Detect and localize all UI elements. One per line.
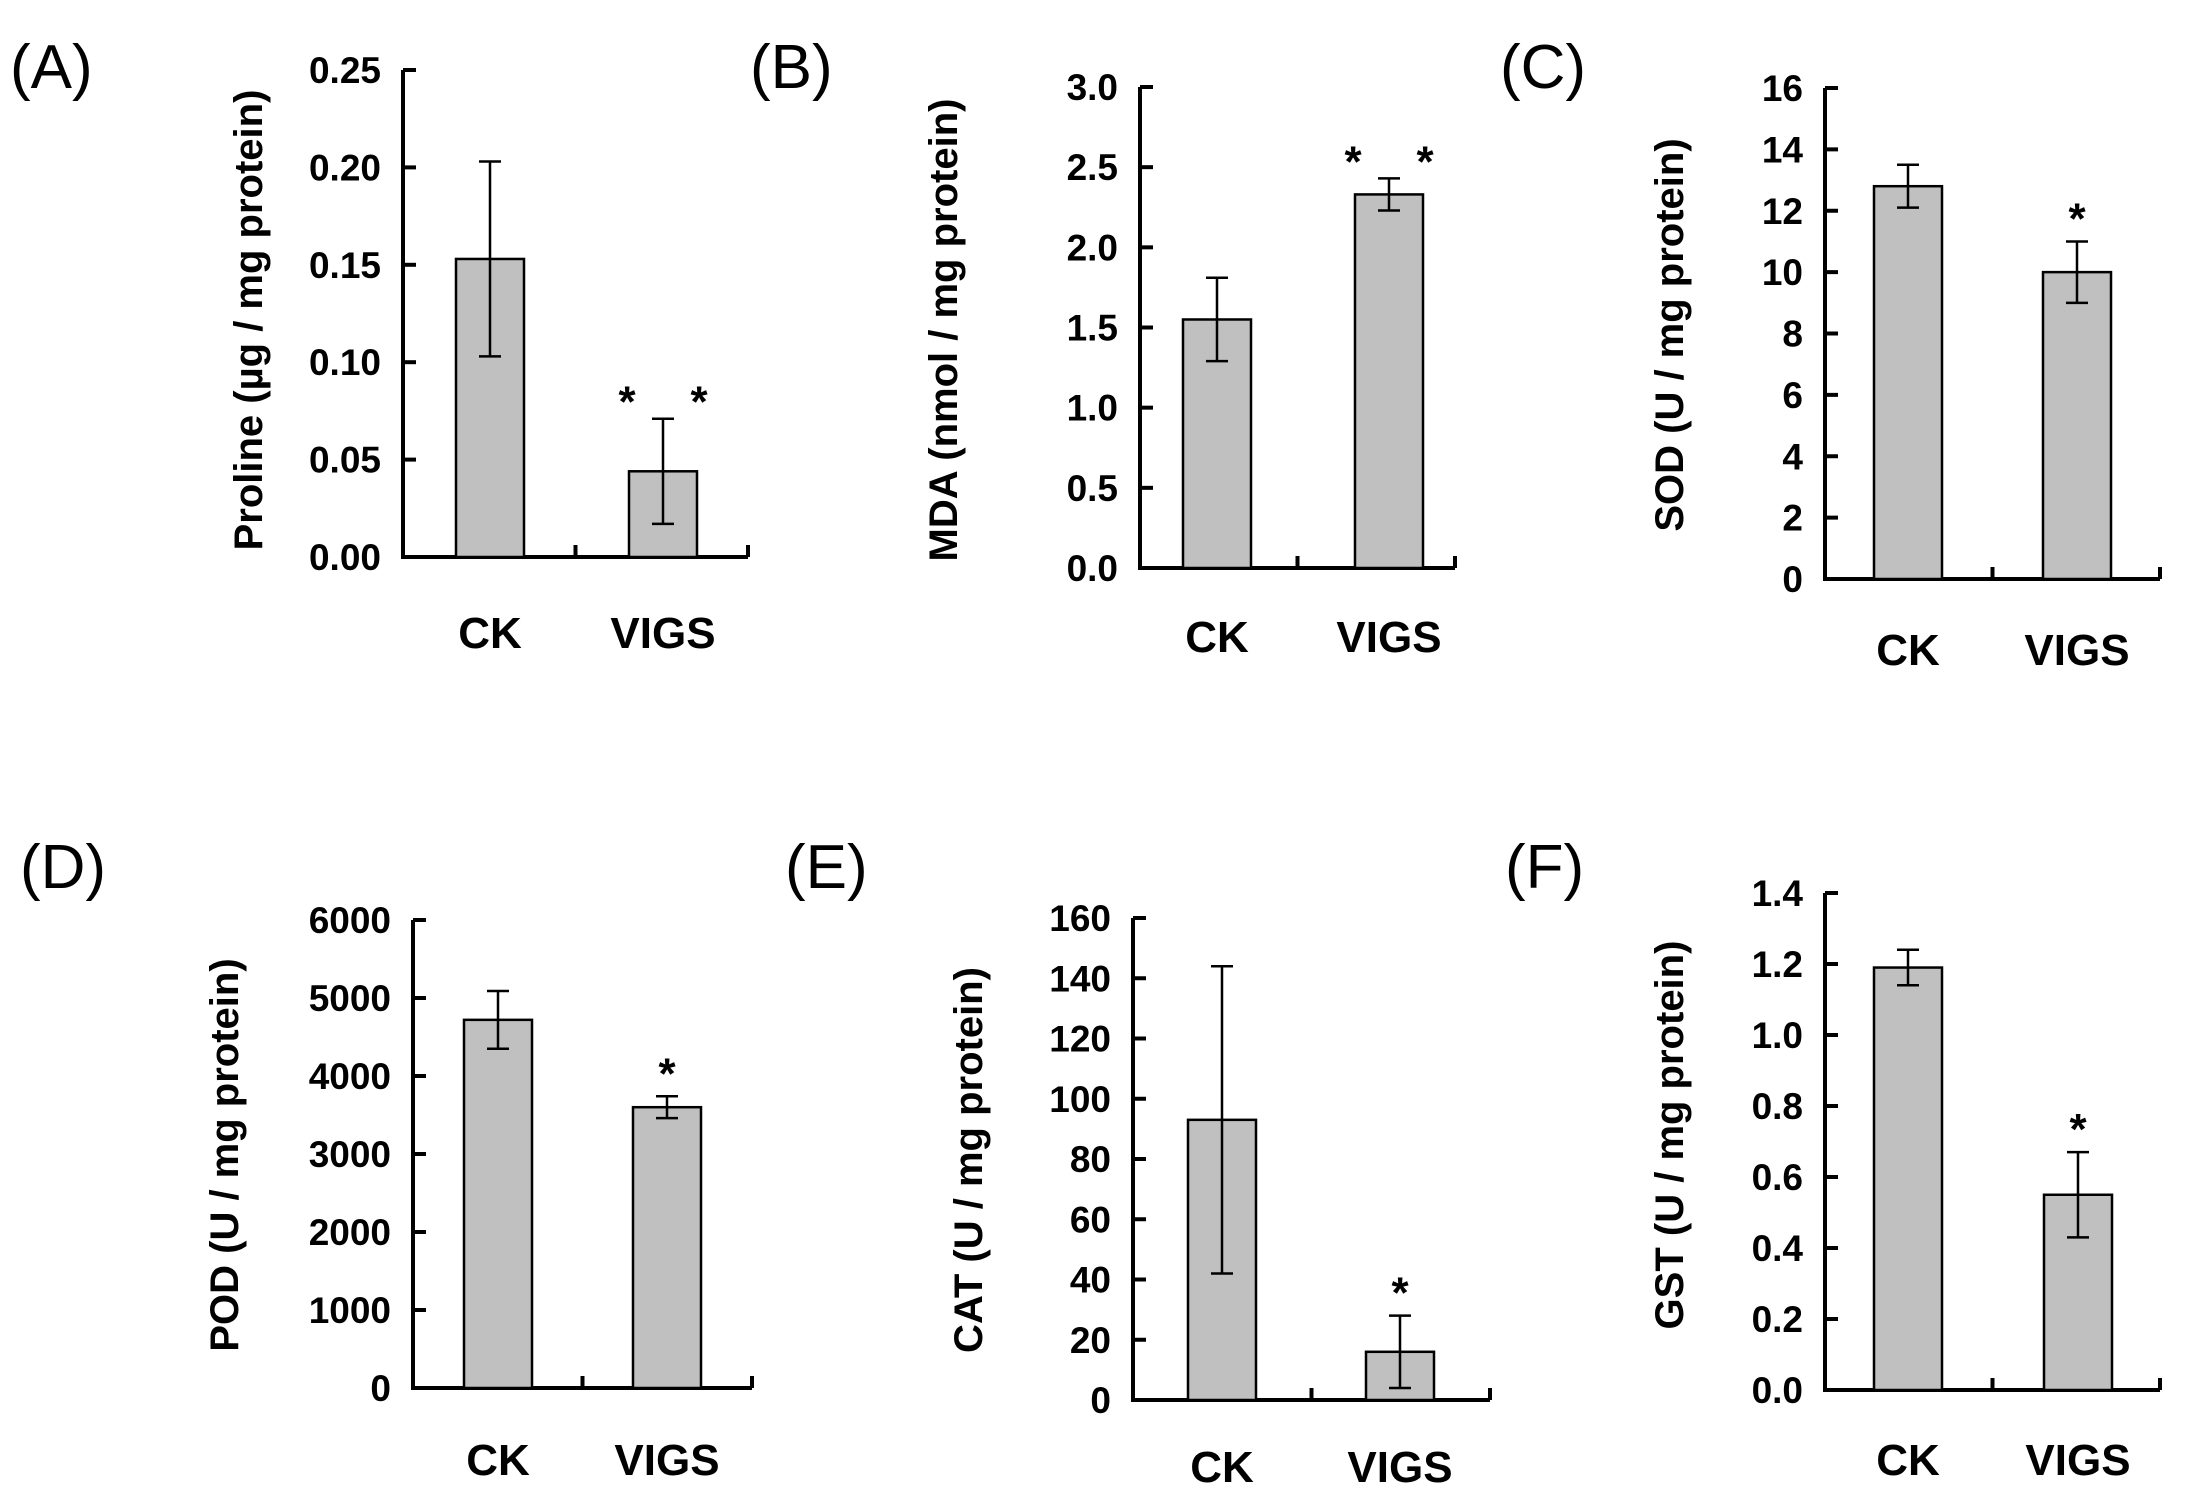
y-tick-label: 0.15 (309, 245, 381, 286)
panel-label: (F) (1505, 833, 1584, 902)
bar-vigs (1353, 193, 1425, 570)
y-tick-label: 160 (1049, 898, 1111, 939)
panel-5: (E) 0 20 40 60 80 100 120 140 160 CAT (U / mg prot… (785, 833, 1492, 1491)
panel-label: (B) (750, 33, 833, 102)
panel-3: (C) 0 2 4 6 8 10 12 14 16 SOD (U / mg protein) CK * V… (1500, 33, 2162, 675)
bar-vigs (2041, 270, 2113, 581)
y-tick-label: 0 (1090, 1380, 1111, 1421)
bar-ck (1872, 184, 1944, 581)
panel-label: (D) (20, 833, 106, 902)
y-tick-label: 0.25 (309, 50, 381, 91)
y-tick-label: 0.05 (309, 440, 381, 481)
y-tick-label: 4000 (309, 1056, 391, 1097)
y-tick-label: 0.8 (1752, 1086, 1803, 1127)
y-tick-label: 0.00 (309, 537, 381, 578)
panel-2: (B) 0.0 0.5 1.0 1.5 2.0 2.5 3.0 MDA (nmol / mg p… (750, 33, 1457, 662)
y-tick-label: 0.2 (1752, 1299, 1803, 1340)
y-tick-label: 100 (1049, 1079, 1111, 1120)
y-tick-label: 1.2 (1752, 944, 1803, 985)
y-tick-label: 120 (1049, 1019, 1111, 1060)
y-tick-label: 6000 (309, 900, 391, 941)
y-tick-label: 2.5 (1067, 147, 1118, 188)
y-tick-label: 1.0 (1752, 1015, 1803, 1056)
y-tick-label: 2 (1782, 498, 1803, 539)
y-tick-label: 3000 (309, 1134, 391, 1175)
category-label-ck: CK (466, 1436, 530, 1485)
y-tick-label: 0 (1782, 559, 1803, 600)
panel-label: (A) (10, 33, 93, 102)
y-tick-label: 0.6 (1752, 1157, 1803, 1198)
category-label-ck: CK (1876, 626, 1940, 675)
y-tick-label: 80 (1070, 1139, 1111, 1180)
panel-label: (E) (785, 833, 868, 902)
y-tick-label: 40 (1070, 1260, 1111, 1301)
category-label-vigs: VIGS (614, 1436, 719, 1485)
significance-marker: * (658, 1049, 676, 1098)
significance-marker: * (2069, 1105, 2087, 1154)
y-tick-label: 20 (1070, 1320, 1111, 1361)
y-axis-label: SOD (U / mg protein) (1648, 138, 1692, 531)
y-tick-label: 0.5 (1067, 468, 1118, 509)
significance-marker: * (618, 378, 636, 427)
y-tick-label: 1.5 (1067, 308, 1118, 349)
category-label-vigs: VIGS (2025, 1436, 2130, 1485)
y-tick-label: 12 (1762, 191, 1803, 232)
y-tick-label: 16 (1762, 68, 1803, 109)
y-tick-label: 140 (1049, 958, 1111, 999)
y-tick-label: 1.0 (1067, 388, 1118, 429)
panel-6: (F) 0.0 0.2 0.4 0.6 0.8 1.0 1.2 1.4 GST (U / mg p… (1505, 833, 2162, 1485)
y-tick-label: 6 (1782, 375, 1803, 416)
category-label-vigs: VIGS (610, 609, 715, 658)
y-tick-label: 0.0 (1067, 548, 1118, 589)
y-axis-label: MDA (nmol / mg protein) (922, 99, 966, 562)
bar-ck (462, 1018, 534, 1390)
y-tick-label: 0.10 (309, 342, 381, 383)
category-label-ck: CK (1185, 613, 1249, 662)
bar-ck (1872, 966, 1944, 1392)
y-axis-label: POD (U / mg protein) (203, 958, 247, 1351)
significance-marker: * (1344, 137, 1362, 186)
category-label-ck: CK (1190, 1443, 1254, 1491)
y-tick-label: 0.4 (1752, 1228, 1804, 1269)
y-tick-label: 3.0 (1067, 67, 1118, 108)
y-tick-label: 0 (370, 1368, 391, 1409)
y-tick-label: 14 (1762, 129, 1804, 170)
panel-1: (A) 0.00 0.05 0.10 0.15 0.20 0.25 Proline (µg /… (10, 33, 750, 658)
y-axis-label: CAT (U / mg protein) (947, 967, 991, 1353)
y-tick-label: 2000 (309, 1212, 391, 1253)
y-tick-label: 8 (1782, 314, 1803, 355)
y-axis-label: Proline (µg / mg protein) (227, 90, 271, 551)
significance-marker: * (1416, 137, 1434, 186)
category-label-vigs: VIGS (1347, 1443, 1452, 1491)
y-tick-label: 1000 (309, 1290, 391, 1331)
y-tick-label: 5000 (309, 978, 391, 1019)
y-tick-label: 2.0 (1067, 227, 1118, 268)
category-label-ck: CK (458, 609, 522, 658)
panel-label: (C) (1500, 33, 1586, 102)
panel-4: (D) 0 1000 2000 3000 4000 5000 6000 POD (U / mg … (20, 833, 754, 1485)
significance-marker: * (2068, 194, 2086, 243)
y-tick-label: 4 (1782, 436, 1803, 477)
significance-marker: * (1391, 1269, 1409, 1318)
y-tick-label: 1.4 (1752, 873, 1804, 914)
category-label-vigs: VIGS (1336, 613, 1441, 662)
y-tick-label: 60 (1070, 1199, 1111, 1240)
significance-marker: * (690, 378, 708, 427)
y-axis-label: GST (U / mg protein) (1648, 941, 1692, 1330)
bar-vigs (631, 1105, 703, 1390)
y-tick-label: 0.20 (309, 147, 381, 188)
y-tick-label: 10 (1762, 252, 1803, 293)
category-label-ck: CK (1876, 1436, 1940, 1485)
y-tick-label: 0.0 (1752, 1370, 1803, 1411)
category-label-vigs: VIGS (2024, 626, 2129, 675)
